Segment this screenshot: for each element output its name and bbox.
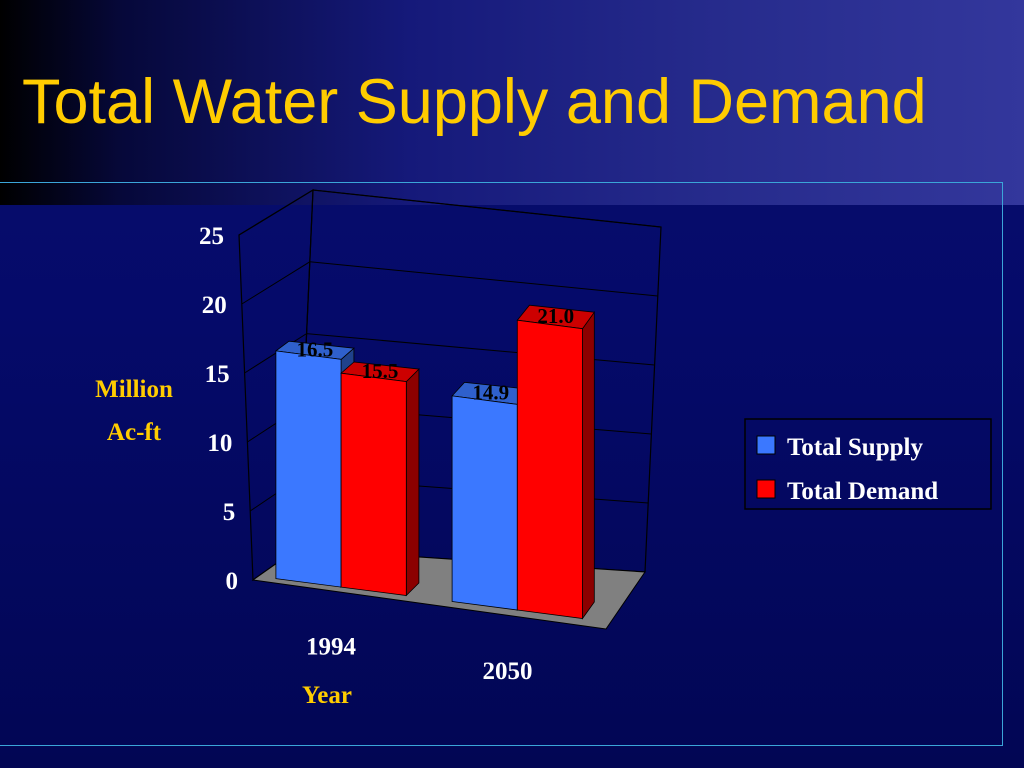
bar-total-supply-2050 (451, 395, 518, 611)
slide-title: Total Water Supply and Demand (22, 67, 927, 137)
y-tick-label: 25 (199, 223, 224, 250)
y-tick-label: 20 (202, 292, 227, 319)
bar-total-demand-2050 (516, 319, 583, 619)
data-label: 14.9 (472, 381, 509, 405)
data-label: 21.0 (537, 304, 574, 328)
legend-swatch-supply (756, 435, 776, 455)
legend-swatch-demand (756, 479, 776, 499)
x-axis-label: Year (302, 682, 352, 709)
legend-label-demand: Total Demand (787, 478, 938, 505)
bar-side (582, 310, 595, 620)
data-label: 16.5 (297, 338, 334, 362)
title-band (0, 0, 1024, 205)
y-axis-ticks: 0 5 10 15 20 25 (199, 223, 238, 595)
chart-data-labels: 16.5 15.5 14.9 21.0 (297, 304, 575, 404)
y-axis-label-line1: Million (95, 376, 173, 403)
x-axis-ticks: 1994 2050 (306, 634, 533, 686)
data-label: 15.5 (362, 359, 399, 383)
y-tick-label: 5 (223, 499, 236, 526)
chart-legend: Total Supply Total Demand (744, 418, 992, 510)
y-tick-label: 10 (207, 430, 232, 457)
y-tick-label: 15 (205, 361, 230, 388)
legend-box (744, 418, 992, 510)
x-tick-label: 2050 (482, 658, 532, 685)
y-axis-label-line2: Ac-ft (107, 419, 162, 446)
bar-side (405, 368, 420, 597)
x-tick-label: 1994 (306, 634, 357, 661)
y-tick-label: 0 (226, 568, 239, 595)
gridline (238, 189, 662, 236)
gridline (241, 261, 658, 305)
bar-total-supply-1994 (275, 350, 342, 588)
chart-bars (274, 304, 596, 620)
bar-total-demand-1994 (340, 372, 407, 596)
chart-frame (0, 182, 1003, 746)
legend-label-supply: Total Supply (787, 434, 923, 461)
